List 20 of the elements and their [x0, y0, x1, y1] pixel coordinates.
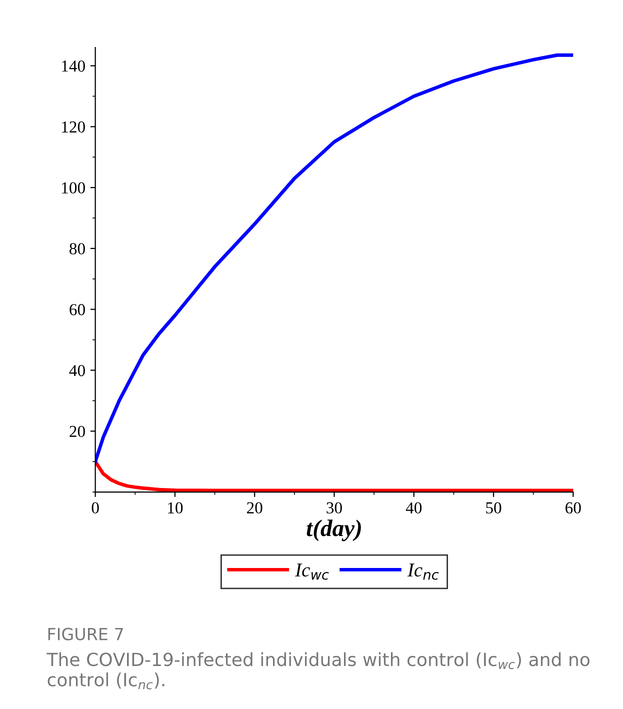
x-axis-title: t(day)	[306, 520, 361, 542]
legend-label: Ic$_{nc}$	[407, 564, 439, 580]
y-tick-label: 100	[62, 182, 85, 194]
y-tick-label: 20	[70, 426, 85, 438]
x-tick-label: 50	[486, 502, 502, 514]
legend-label: Ic$_{wc}$	[294, 564, 329, 580]
x-tick-label: 30	[326, 502, 342, 514]
line-series	[95, 53, 574, 464]
y-tick-label: 80	[70, 243, 85, 254]
y-tick-label: 120	[62, 121, 85, 133]
x-tick-label: 20	[247, 502, 262, 514]
x-tick-label: 0	[92, 502, 99, 514]
y-tick-label: 40	[69, 364, 85, 376]
text: The COVID-19-infected individuals with control (Ic$_{wc}$) and no control (Ic$_{nc}$).	[46, 652, 590, 690]
x-tick-label: 60	[566, 502, 581, 514]
x-tick-label: 10	[168, 502, 183, 514]
x-tick-label: 40	[406, 502, 422, 514]
y-tick-label: 60	[70, 304, 85, 316]
caption: FIGURE 7	[48, 628, 123, 640]
y-tick-label: 140	[62, 60, 85, 72]
